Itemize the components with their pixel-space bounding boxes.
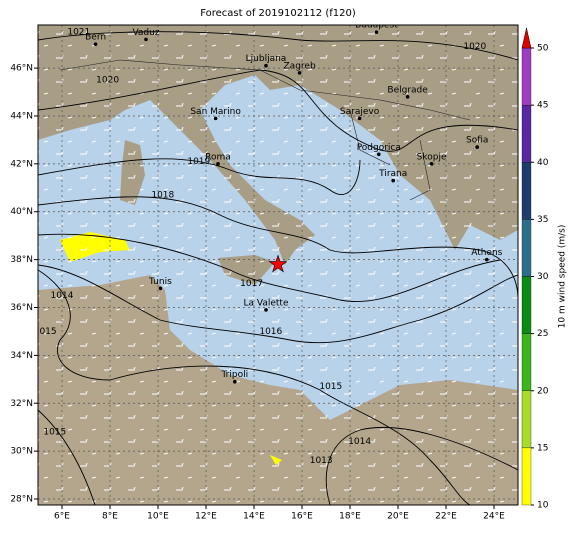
- city-dot: [377, 152, 381, 157]
- y-tick-label: 44°N: [10, 111, 33, 121]
- y-tick-label: 46°N: [10, 64, 33, 74]
- y-tick-label: 42°N: [10, 159, 33, 169]
- y-tick-label: 40°N: [10, 207, 33, 217]
- colorbar-segment: [521, 333, 532, 391]
- x-tick-label: 12°E: [195, 512, 217, 522]
- city-dot: [264, 63, 268, 68]
- city-label: Podgorica: [357, 143, 401, 153]
- city-dot: [391, 178, 396, 183]
- y-tick-label: 36°N: [10, 303, 33, 313]
- colorbar-tick-label: 15: [537, 443, 548, 453]
- city-dot: [485, 257, 489, 262]
- city-dot: [475, 145, 480, 149]
- x-tick-label: 14°E: [243, 512, 265, 522]
- colorbar-tick-label: 50: [537, 44, 549, 54]
- y-tick-label: 28°N: [10, 495, 33, 505]
- map-frame: [37, 24, 519, 506]
- city-label: Sarajevo: [340, 107, 380, 117]
- colorbar-tick-label: 25: [537, 329, 548, 339]
- city-label: Sofia: [466, 136, 488, 146]
- isobar-label: 1018: [151, 190, 174, 200]
- city-dot: [405, 95, 410, 99]
- city-dot: [264, 308, 268, 312]
- city-dot: [144, 37, 148, 42]
- isobar-label: 1020: [463, 42, 486, 52]
- colorbar-segment: [521, 390, 532, 449]
- isobar-label: 1021: [67, 28, 90, 38]
- colorbar-label: 10 m wind speed (m/s): [558, 225, 568, 329]
- city-label: Tirana: [378, 169, 407, 179]
- colorbar-tick-label: 10: [537, 501, 549, 511]
- isobar-label: 1015: [34, 327, 57, 337]
- colorbar-tick-label: 40: [537, 158, 549, 168]
- city-dot: [374, 30, 379, 34]
- isobar-label: 1017: [240, 279, 263, 289]
- y-tick-label: 34°N: [10, 351, 33, 361]
- x-tick-label: 6°E: [54, 512, 70, 522]
- city-dot: [216, 162, 220, 166]
- city-label: Zagreb: [284, 61, 316, 71]
- isobar-label: 1019: [187, 157, 210, 167]
- x-tick-label: 16°E: [291, 512, 313, 522]
- isobar-label: 1015: [43, 427, 66, 437]
- forecast-point: [268, 254, 288, 273]
- isobar-label: 1016: [259, 327, 282, 337]
- colorbar-extend: [521, 27, 532, 49]
- isobar-label: 1014: [51, 291, 74, 301]
- x-tick-label: 22°E: [435, 512, 457, 522]
- isobar-label: 1014: [348, 437, 371, 447]
- city-label: Budapest: [355, 21, 398, 31]
- x-tick-label: 18°E: [339, 512, 361, 522]
- city-label: San Marino: [190, 107, 241, 117]
- city-dot: [357, 116, 362, 121]
- colorbar-segment: [521, 219, 532, 277]
- city-label: La Valette: [244, 298, 289, 308]
- city-label: Vaduz: [132, 28, 159, 38]
- y-tick-label: 38°N: [10, 255, 33, 265]
- isobar-label: 1020: [96, 76, 119, 86]
- city-dot: [297, 71, 302, 75]
- isobar-label: 1015: [319, 382, 342, 392]
- isobars: [38, 31, 518, 505]
- city-label: Ljubljana: [246, 54, 287, 64]
- x-tick-label: 20°E: [387, 512, 409, 522]
- city-label: Athens: [471, 248, 502, 258]
- colorbar-segment: [521, 104, 532, 163]
- colorbar-segment: [521, 447, 532, 506]
- colorbar-tick-label: 45: [537, 101, 548, 111]
- city-dot: [213, 116, 218, 121]
- colorbar-tick-label: 35: [537, 215, 548, 225]
- city-dot: [429, 162, 434, 166]
- city-dot: [93, 42, 98, 46]
- city-label: Tunis: [148, 277, 172, 287]
- borders: [59, 59, 471, 201]
- colorbar-tick-label: 20: [537, 386, 549, 396]
- city-dot: [233, 379, 237, 384]
- colorbar-segment: [521, 276, 532, 334]
- city-label: Skopje: [417, 152, 447, 162]
- city-label: Roma: [205, 152, 231, 162]
- colorbar-segment: [521, 162, 532, 220]
- city-dot: [158, 286, 163, 291]
- x-tick-label: 10°E: [147, 512, 169, 522]
- isobar-label: 1013: [310, 456, 333, 466]
- colorbar-segment: [521, 47, 532, 106]
- colorbar-tick-label: 30: [537, 272, 549, 282]
- x-tick-label: 8°E: [102, 512, 118, 522]
- y-tick-label: 32°N: [10, 399, 33, 409]
- city-label: Bern: [85, 33, 106, 43]
- y-tick-label: 30°N: [10, 447, 33, 457]
- map-body: 1021 1020 1020 1019 1018 1017 1016 1015 1014 1015…: [34, 21, 518, 505]
- city-label: Tripoli: [220, 370, 248, 380]
- map-title: Forecast of 2019102112 (f120): [200, 8, 356, 19]
- city-label: Belgrade: [387, 85, 428, 95]
- x-tick-label: 24°E: [483, 512, 505, 522]
